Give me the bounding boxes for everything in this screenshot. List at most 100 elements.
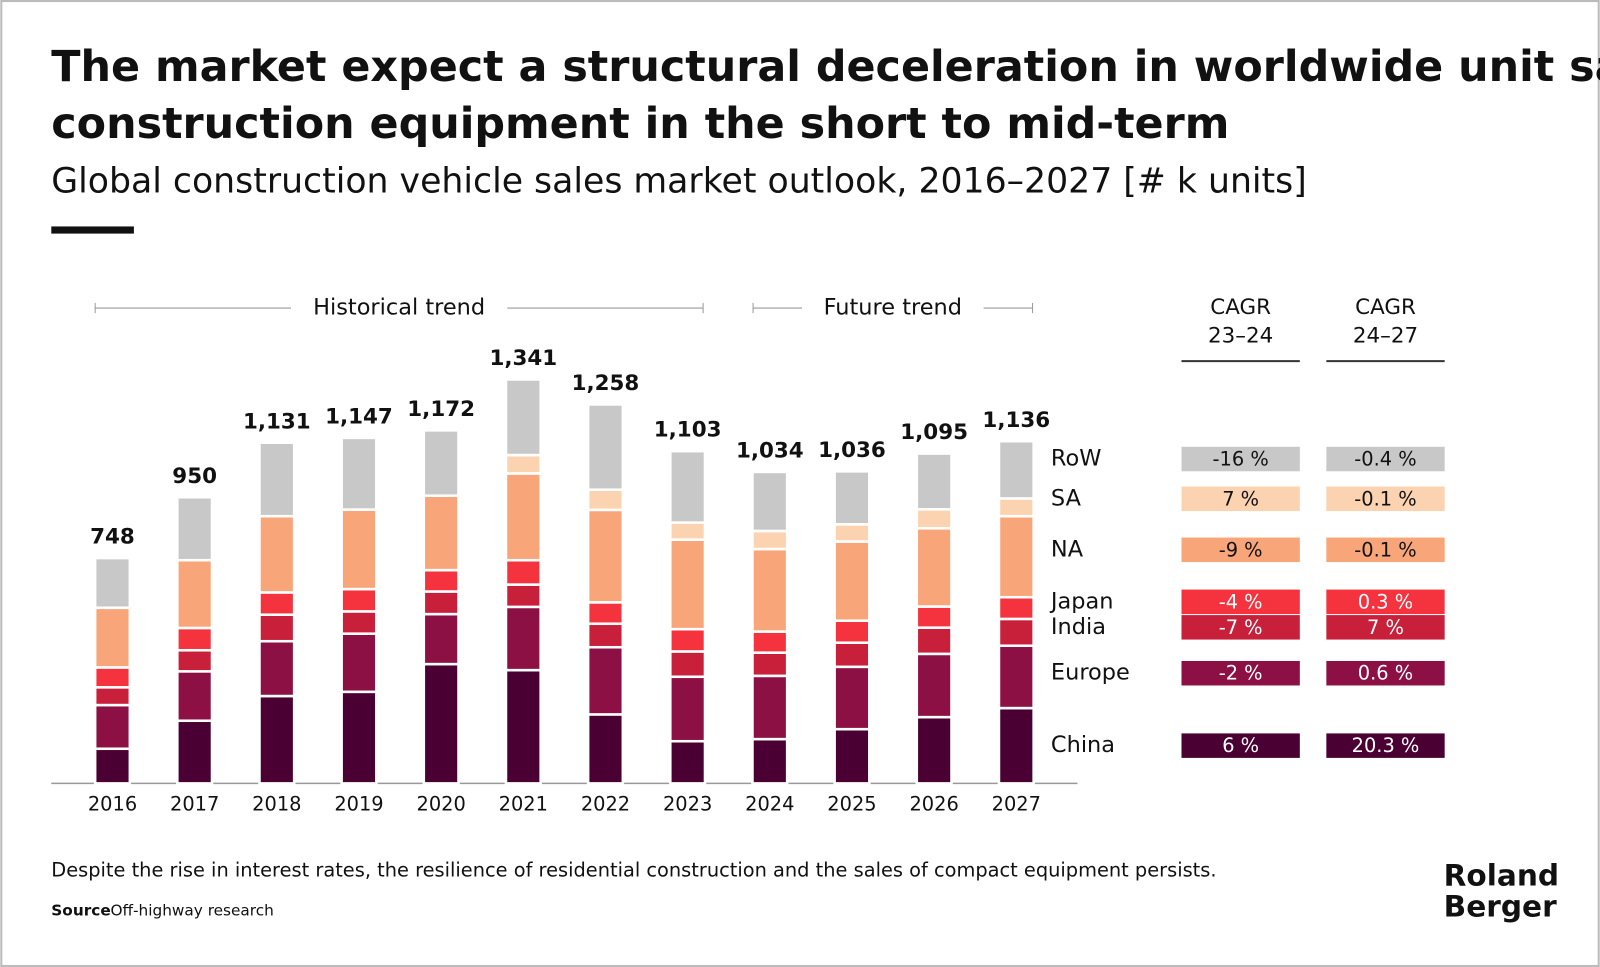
x-tick-label: 2021 bbox=[499, 792, 548, 815]
legend-label: India bbox=[1051, 614, 1106, 640]
trend-label: Historical trend bbox=[313, 295, 485, 321]
bar-segment bbox=[751, 470, 789, 533]
bar-segment bbox=[833, 641, 871, 669]
bar-segment bbox=[833, 523, 871, 543]
bar-segment bbox=[93, 666, 132, 689]
bar-segment bbox=[586, 713, 625, 785]
bar-segment bbox=[997, 617, 1035, 648]
bar-segment bbox=[340, 610, 378, 635]
logo: Roland bbox=[1444, 859, 1559, 893]
cagr-cell bbox=[1181, 589, 1300, 615]
total-label: 1,095 bbox=[900, 420, 968, 445]
total-label: 1,034 bbox=[736, 439, 804, 464]
bar-segment bbox=[258, 441, 296, 518]
cagr-value: 20.3 % bbox=[1352, 734, 1420, 757]
bar-segment bbox=[340, 508, 378, 591]
cagr-header: 24–27 bbox=[1353, 324, 1418, 349]
bar-segment bbox=[586, 488, 625, 512]
x-tick-label: 2018 bbox=[252, 792, 301, 815]
cagr-value: -16 % bbox=[1213, 448, 1269, 471]
cagr-cell bbox=[1181, 733, 1300, 758]
x-tick-label: 2019 bbox=[334, 792, 383, 815]
bar-segment bbox=[258, 694, 296, 785]
cagr-value: -2 % bbox=[1219, 662, 1263, 685]
bar-segment bbox=[176, 648, 214, 673]
cagr-value: 7 % bbox=[1367, 616, 1404, 639]
legend-label: Japan bbox=[1049, 588, 1114, 614]
bar-segment bbox=[504, 558, 542, 586]
bar-segment bbox=[504, 472, 542, 562]
bar-segment bbox=[997, 439, 1035, 500]
accent-bar bbox=[51, 226, 134, 234]
total-label: 1,103 bbox=[654, 418, 722, 443]
bar-segment bbox=[176, 495, 214, 562]
footnote: Despite the rise in interest rates, the … bbox=[51, 859, 1216, 882]
bar-segment bbox=[422, 494, 460, 572]
total-label: 1,172 bbox=[407, 397, 475, 422]
cagr-value: -9 % bbox=[1219, 538, 1263, 561]
bar-segment bbox=[997, 706, 1035, 785]
cagr-value: -0.4 % bbox=[1354, 448, 1416, 471]
bar-segment bbox=[258, 514, 296, 594]
bar-segment bbox=[915, 652, 953, 719]
bar-segment bbox=[669, 538, 707, 631]
x-tick-label: 2020 bbox=[416, 792, 465, 815]
bar-segment bbox=[751, 630, 789, 654]
bar-segment bbox=[997, 644, 1035, 710]
trend-label: Future trend bbox=[824, 295, 962, 321]
bar-segment bbox=[93, 686, 132, 707]
cagr-cell bbox=[1326, 486, 1445, 512]
cagr-header: 23–24 bbox=[1208, 324, 1273, 349]
cagr-cell bbox=[1181, 537, 1300, 563]
cagr-value: -7 % bbox=[1219, 616, 1263, 639]
legend-label: NA bbox=[1051, 536, 1084, 562]
bar-segment bbox=[915, 452, 953, 511]
cagr-value: -0.1 % bbox=[1354, 487, 1416, 510]
cagr-cell bbox=[1326, 660, 1445, 686]
bar-segment bbox=[176, 626, 214, 652]
total-label: 1,341 bbox=[489, 346, 557, 371]
x-tick-label: 2025 bbox=[827, 792, 876, 815]
x-tick-label: 2024 bbox=[745, 792, 794, 815]
bar-segment bbox=[915, 526, 953, 608]
bar-segment bbox=[997, 514, 1035, 599]
total-label: 1,036 bbox=[818, 438, 886, 463]
bar-segment bbox=[422, 568, 460, 593]
bar-segment bbox=[258, 639, 296, 698]
legend-label: China bbox=[1051, 732, 1115, 758]
total-label: 748 bbox=[90, 525, 135, 550]
bar-segment bbox=[833, 665, 871, 731]
bar-segment bbox=[586, 403, 625, 491]
bar-segment bbox=[340, 632, 378, 694]
bar-segment bbox=[586, 508, 625, 604]
bar-segment bbox=[669, 627, 707, 653]
bar-segment bbox=[93, 747, 132, 785]
cagr-value: 7 % bbox=[1222, 487, 1259, 510]
bar-segment bbox=[340, 690, 378, 785]
bar-segment bbox=[915, 715, 953, 785]
bar-segment bbox=[176, 670, 214, 723]
bar-segment bbox=[751, 674, 789, 741]
bar-segment bbox=[833, 727, 871, 785]
bar-segment bbox=[751, 651, 789, 678]
total-label: 1,258 bbox=[572, 371, 640, 396]
cagr-header: CAGR bbox=[1355, 295, 1416, 320]
cagr-value: 6 % bbox=[1222, 734, 1259, 757]
cagr-cell bbox=[1326, 615, 1445, 640]
bar-segment bbox=[504, 668, 542, 785]
bar-segment bbox=[176, 719, 214, 785]
x-tick-label: 2026 bbox=[909, 792, 958, 815]
cagr-cell bbox=[1326, 446, 1445, 472]
cagr-header: CAGR bbox=[1210, 295, 1271, 320]
bar-segment bbox=[340, 436, 378, 511]
bar-segment bbox=[340, 587, 378, 613]
cagr-value: 0.3 % bbox=[1358, 590, 1413, 613]
source-label: Source bbox=[51, 901, 110, 919]
bar-segment bbox=[833, 470, 871, 526]
total-label: 1,131 bbox=[243, 409, 311, 434]
bar-segment bbox=[586, 601, 625, 626]
bar-segment bbox=[915, 626, 953, 656]
bar-segment bbox=[669, 650, 707, 679]
